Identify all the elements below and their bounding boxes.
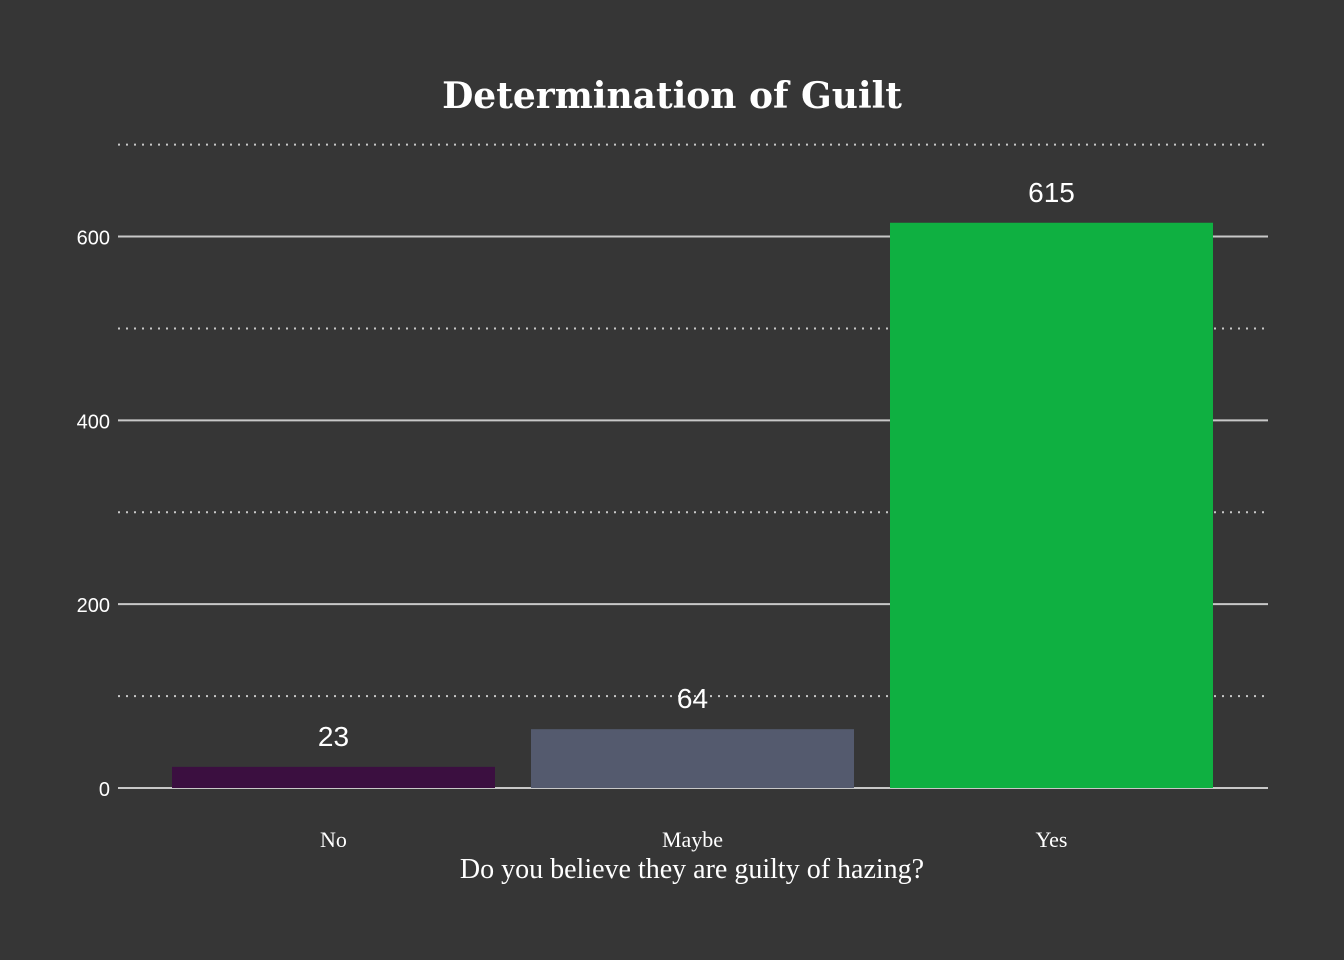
bar-yes <box>890 222 1213 789</box>
bar-value-label: 64 <box>677 683 708 714</box>
bar-no <box>172 766 495 788</box>
x-axis-ticks: No Maybe Yes <box>320 827 1067 852</box>
chart-title: Determination of Guilt <box>442 75 902 117</box>
bar-value-label: 615 <box>1028 177 1075 208</box>
x-tick-label: Yes <box>1035 827 1067 852</box>
y-axis-ticks: 0 200 400 600 <box>77 228 110 801</box>
y-tick-label: 600 <box>77 228 110 250</box>
x-axis-title: Do you believe they are guilty of hazing… <box>460 854 924 885</box>
x-tick-label: No <box>320 827 347 852</box>
y-tick-label: 200 <box>77 595 110 617</box>
bar-maybe <box>531 729 854 788</box>
x-tick-label: Maybe <box>662 827 723 852</box>
bar-value-label: 23 <box>318 721 349 752</box>
y-tick-label: 400 <box>77 411 110 433</box>
bars <box>172 222 1213 789</box>
y-tick-label: 0 <box>99 779 110 801</box>
bar-value-labels: 23 64 615 <box>318 177 1075 752</box>
